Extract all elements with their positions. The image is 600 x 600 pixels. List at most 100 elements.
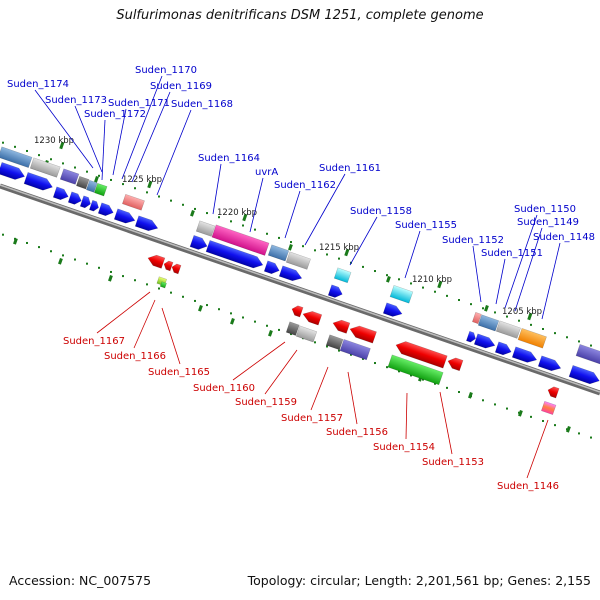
- gene-feature: [285, 251, 311, 270]
- gene-feature: [447, 357, 464, 372]
- leader-line: [304, 173, 346, 246]
- tick-labels: 1230 kbp 1225 kbp 1220 kbp 1215 kbp 1210 kbp…: [34, 136, 542, 317]
- ruler-dot: [206, 304, 208, 307]
- forward-gene-label: Suden_1174: [7, 79, 69, 90]
- tick-mark: [59, 141, 65, 150]
- forward-gene-label: Suden_1162: [274, 180, 336, 191]
- forward-gene-label: Suden_1161: [319, 163, 381, 174]
- leader-line: [133, 299, 156, 349]
- ruler-dot: [266, 232, 268, 235]
- tick-mark: [268, 330, 273, 337]
- leader-line: [232, 341, 286, 381]
- gene-feature: [295, 325, 318, 343]
- reverse-gene-label: Suden_1153: [422, 457, 484, 468]
- gene-feature: [29, 157, 61, 178]
- tick-label: 1225 kbp: [122, 175, 162, 185]
- gene-feature: [159, 281, 167, 289]
- ruler-dot: [422, 378, 424, 381]
- tick-mark: [13, 237, 18, 245]
- ruler-dot: [518, 319, 520, 322]
- ruler-dot: [98, 174, 100, 177]
- forward-gene-label: Suden_1172: [84, 109, 146, 120]
- leader-line: [161, 307, 181, 365]
- ruler-dot: [422, 286, 424, 289]
- tick-label: 1205 kbp: [502, 307, 542, 317]
- ruler-dot: [386, 366, 388, 369]
- tick-mark: [437, 280, 443, 289]
- genome-backbone-highlight: [0, 184, 600, 393]
- ruler-dot: [254, 320, 256, 323]
- leader-line: [541, 242, 561, 320]
- gene-feature: [278, 265, 303, 282]
- leader-line: [212, 163, 222, 215]
- gene-feature: [163, 260, 174, 272]
- reverse-gene-label: Suden_1146: [497, 481, 559, 492]
- tick-mark: [288, 244, 293, 251]
- ruler-dot: [290, 241, 292, 244]
- leader-line: [347, 371, 358, 425]
- ruler-dot: [326, 345, 328, 348]
- leader-line: [504, 214, 538, 309]
- ruler-dot: [530, 415, 532, 418]
- ruler-dot: [590, 436, 592, 439]
- leader-line: [74, 105, 103, 173]
- gene-feature: [575, 344, 600, 365]
- leader-line: [249, 177, 264, 233]
- ruler-dots: [2, 141, 592, 439]
- ruler-dot: [410, 282, 412, 285]
- ruler-dot: [170, 199, 172, 202]
- ruler-dot: [182, 203, 184, 206]
- reverse-gene-label: Suden_1167: [63, 336, 125, 347]
- gene-feature: [466, 330, 476, 343]
- ruler-dot: [26, 241, 28, 244]
- gene-feature: [477, 314, 500, 332]
- forward-gene-label: Suden_1170: [135, 65, 197, 76]
- ruler-dot: [470, 303, 472, 306]
- ruler-dot: [494, 311, 496, 314]
- forward-gene-label: Suden_1149: [517, 217, 579, 228]
- gene-feature: [23, 172, 53, 191]
- topology-text: Topology: circular; Length: 2,201,561 bp…: [247, 573, 591, 588]
- ruler-dot: [542, 419, 544, 422]
- ruler-dot: [530, 323, 532, 326]
- reverse-gene-label: Suden_1160: [193, 383, 255, 394]
- ruler-dot: [170, 291, 172, 294]
- gene-feature: [79, 195, 91, 209]
- forward-gene-label: Suden_1151: [481, 248, 543, 259]
- forward-gene-label: Suden_1150: [514, 204, 576, 215]
- gene-feature: [291, 305, 304, 318]
- gene-feature: [473, 333, 496, 349]
- leader-line: [526, 419, 549, 479]
- ruler-dot: [218, 308, 220, 311]
- ruler-dot: [182, 295, 184, 298]
- ruler-dot: [38, 154, 40, 157]
- gene-feature: [333, 267, 352, 284]
- gene-feature: [59, 168, 80, 185]
- tick-mark: [468, 392, 473, 399]
- ruler-dot: [146, 283, 148, 286]
- gene-feature: [327, 284, 343, 298]
- gene-feature: [389, 285, 414, 304]
- reverse-gene-label: Suden_1157: [281, 413, 343, 424]
- gene-feature: [195, 220, 216, 237]
- tick-label: 1230 kbp: [34, 136, 74, 146]
- ruler-dot: [86, 262, 88, 265]
- ruler-dot: [278, 328, 280, 331]
- ruler-dot: [398, 278, 400, 281]
- leader-line: [404, 230, 421, 279]
- gene-feature: [387, 354, 444, 386]
- gene-feature: [495, 320, 521, 339]
- ruler-dot: [26, 149, 28, 152]
- gene-feature: [211, 224, 270, 256]
- forward-gene-label: Suden_1158: [350, 206, 412, 217]
- gene-feature: [267, 244, 290, 262]
- ruler-dot: [314, 249, 316, 252]
- ruler-dot: [230, 312, 232, 315]
- map-title: Sulfurimonas denitrificans DSM 1251, com…: [116, 8, 484, 23]
- tick-mark: [386, 276, 391, 283]
- gene-feature: [285, 321, 300, 336]
- label-leader-lines: [34, 75, 561, 479]
- ruler-dot: [482, 399, 484, 402]
- gene-feature: [122, 193, 145, 211]
